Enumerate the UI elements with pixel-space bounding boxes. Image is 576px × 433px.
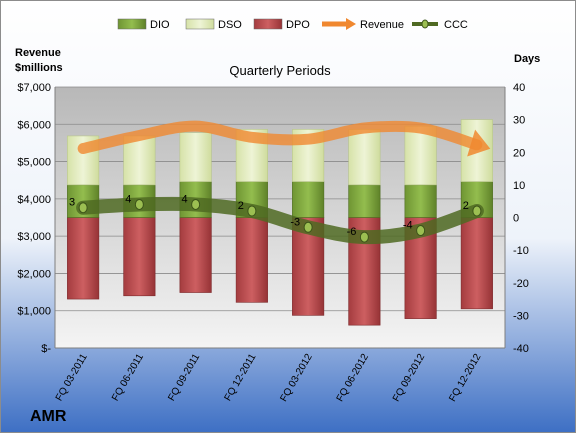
ccc-marker bbox=[416, 225, 426, 237]
left-tick-label: $5,000 bbox=[17, 157, 51, 169]
ccc-marker bbox=[247, 205, 257, 217]
company-label: AMR bbox=[30, 408, 67, 425]
ccc-data-label: 3 bbox=[69, 197, 75, 209]
ccc-data-label: 4 bbox=[182, 193, 188, 205]
dso-bar bbox=[179, 132, 212, 182]
left-axis-label-line1: Revenue bbox=[15, 47, 61, 59]
right-axis-label: Days bbox=[514, 53, 540, 65]
dpo-bar bbox=[179, 217, 212, 293]
dpo-bar bbox=[67, 217, 100, 300]
dpo-bar bbox=[123, 217, 156, 297]
ccc-marker bbox=[134, 198, 144, 210]
right-tick-label: 30 bbox=[513, 115, 525, 127]
lines-layer: 3 4 4 2 -3 -6 -4 2 bbox=[69, 120, 491, 245]
legend-dio-swatch bbox=[117, 18, 147, 30]
ccc-marker bbox=[303, 221, 313, 233]
ccc-marker bbox=[78, 202, 88, 214]
left-tick-label: $6,000 bbox=[17, 119, 51, 131]
left-tick-label: $1,000 bbox=[17, 306, 51, 318]
left-tick-label: $4,000 bbox=[17, 194, 51, 206]
legend-dso-swatch bbox=[185, 18, 215, 30]
dso-bar bbox=[404, 125, 437, 186]
dso-bar bbox=[348, 129, 381, 186]
left-tick-label: $3,000 bbox=[17, 231, 51, 243]
right-tick-label: 10 bbox=[513, 180, 525, 192]
bars-layer bbox=[67, 119, 493, 326]
left-tick-label: $7,000 bbox=[17, 82, 51, 94]
right-tick-label: -20 bbox=[513, 278, 529, 290]
legend-label: DSO bbox=[218, 19, 242, 31]
right-tick-label: 40 bbox=[513, 82, 525, 94]
ccc-data-label: 4 bbox=[125, 193, 131, 205]
left-tick-label: $- bbox=[41, 343, 51, 355]
dio-bar bbox=[292, 181, 325, 218]
dpo-bar bbox=[460, 217, 493, 310]
right-tick-label: 20 bbox=[513, 147, 525, 159]
legend-ccc-marker bbox=[421, 19, 429, 29]
left-tick-label: $2,000 bbox=[17, 268, 51, 280]
right-tick-label: 0 bbox=[513, 213, 519, 225]
ccc-marker bbox=[359, 231, 369, 243]
right-tick-label: -40 bbox=[513, 343, 529, 355]
ccc-data-label: -6 bbox=[347, 226, 357, 238]
ccc-data-label: -3 bbox=[290, 216, 300, 228]
dpo-bar bbox=[235, 217, 268, 303]
legend-label: DIO bbox=[150, 19, 170, 31]
ccc-data-label: 2 bbox=[463, 200, 469, 212]
ccc-marker bbox=[191, 198, 201, 210]
legend-label: Revenue bbox=[360, 19, 404, 31]
ccc-marker bbox=[472, 205, 482, 217]
right-tick-label: -10 bbox=[513, 245, 529, 257]
revenue-line bbox=[77, 120, 483, 155]
legend-dpo-swatch bbox=[253, 18, 283, 30]
ccc-data-label: 2 bbox=[238, 200, 244, 212]
dio-bar bbox=[404, 184, 437, 218]
left-axis-label-line2: $millions bbox=[15, 62, 63, 74]
legend-revenue-arrow bbox=[346, 18, 356, 30]
legend-label: DPO bbox=[286, 19, 310, 31]
dio-bar bbox=[348, 184, 381, 218]
revenue-arrow-head bbox=[467, 129, 491, 157]
chart-title: Quarterly Periods bbox=[229, 63, 331, 78]
ccc-line bbox=[76, 196, 484, 245]
right-tick-label: -30 bbox=[513, 310, 529, 322]
ccc-data-label: -4 bbox=[403, 220, 413, 232]
legend-label: CCC bbox=[444, 19, 468, 31]
legend: DIO DSO DPO Revenue CCC bbox=[117, 18, 468, 31]
